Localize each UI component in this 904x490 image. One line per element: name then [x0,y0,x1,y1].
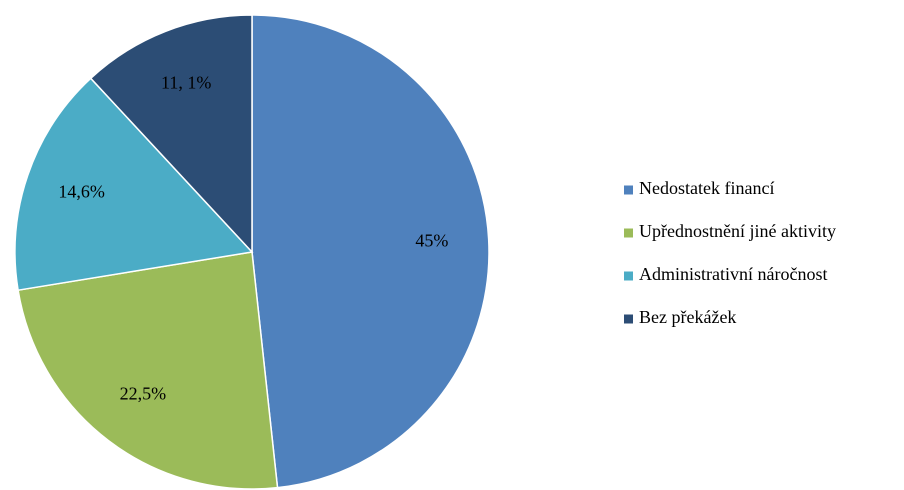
legend-label: Bez překážek [639,307,736,327]
legend-swatch [624,185,633,195]
data-label: 14,6% [58,182,105,202]
pie-slice [17,251,279,490]
pie-slice [14,77,254,292]
pie-slice [89,14,253,254]
legend-label: Nedostatek financí [639,178,774,198]
pie-slice [251,14,490,489]
data-label: 11, 1% [161,72,211,92]
legend-swatch [624,314,633,324]
legend-label: Upřednostnění jiné aktivity [639,221,836,241]
legend-swatch [624,228,633,238]
legend-label: Administrativní náročnost [639,264,827,284]
data-label: 22,5% [120,383,167,403]
legend-swatch [624,271,633,281]
data-label: 45% [415,230,448,250]
